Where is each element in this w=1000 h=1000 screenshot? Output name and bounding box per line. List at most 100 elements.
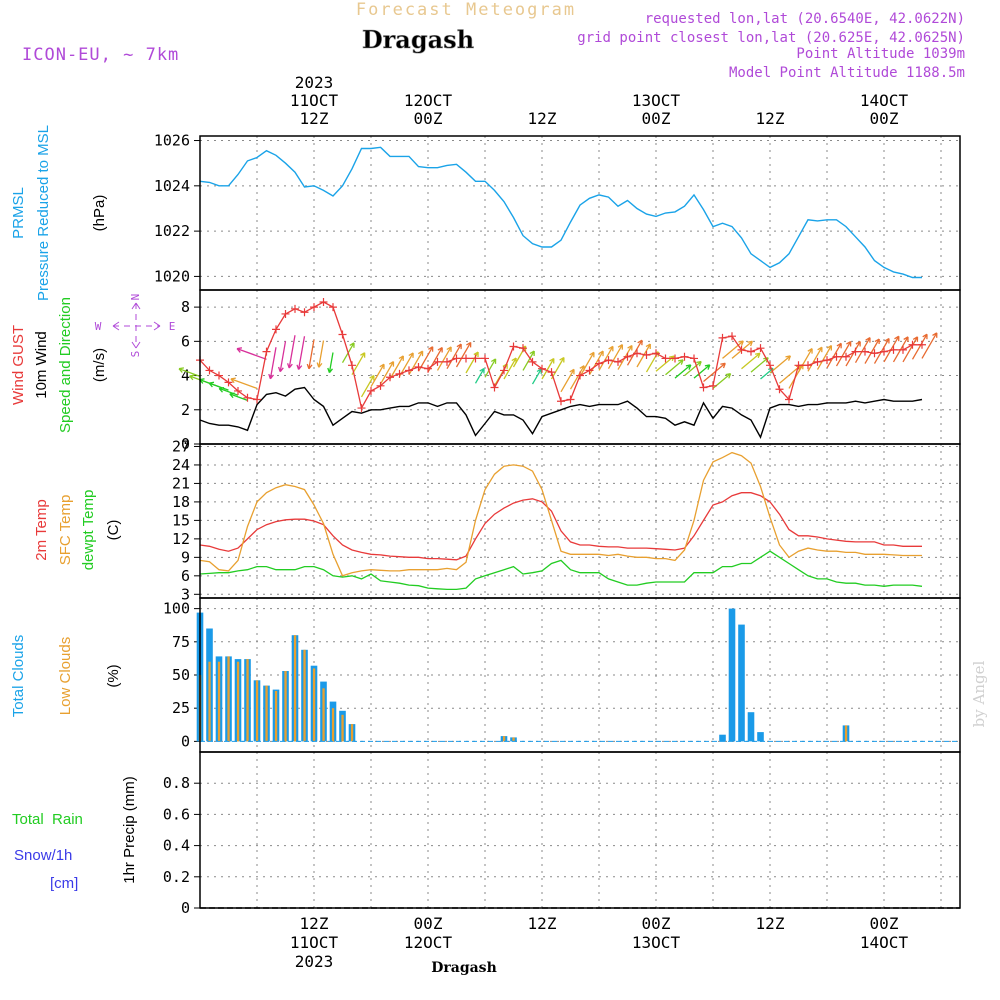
bottom-label-3-1: 13OCT — [632, 933, 681, 952]
pressure-side-labels: PRMSL Pressure Reduced to MSL (hPa) — [10, 125, 108, 301]
clouds-side-labels: Total Clouds Low Clouds (%) — [10, 635, 122, 718]
wind-arrow — [864, 338, 880, 364]
top-label-5-0: 14OCT — [860, 91, 909, 110]
wind-arrow — [541, 357, 555, 380]
gust-marker — [756, 344, 765, 353]
gust-marker — [348, 361, 356, 370]
gust-marker — [234, 386, 242, 395]
bottom-label-0-1: 11OCT — [290, 933, 339, 952]
gust-marker — [832, 352, 841, 361]
temp-tick-label-6: 21 — [172, 474, 190, 492]
precip-tick-label-1: 0.2 — [163, 868, 190, 886]
bottom-label-3-0: 00Z — [642, 914, 671, 933]
gust-marker — [224, 378, 233, 387]
wind-tick-label-2: 4 — [181, 367, 190, 385]
compass-e: E — [169, 320, 176, 333]
wind-arrow — [268, 347, 277, 380]
wind-tick-label-3: 6 — [181, 332, 190, 350]
temp-tick-label-5: 18 — [172, 493, 190, 511]
precip-tick-label-4: 0.8 — [163, 774, 190, 792]
gust-marker — [262, 347, 271, 356]
pressure-tick-label-0: 1020 — [154, 267, 190, 285]
point-altitude: Point Altitude 1039m — [796, 46, 965, 62]
gust-marker — [652, 349, 660, 358]
low-cloud-bar — [236, 661, 240, 742]
pressure-label-prmsl: PRMSL — [10, 187, 27, 239]
wind-arrow — [277, 341, 287, 373]
model-name: ICON-EU, ~ 7km — [22, 45, 179, 65]
wind-label-10m: 10m Wind — [33, 331, 50, 399]
gust-marker — [205, 366, 214, 375]
wind-arrow — [327, 352, 334, 374]
compass-s: S — [129, 351, 142, 358]
wind-arrow — [665, 359, 684, 376]
wind-arrow — [598, 345, 614, 371]
top-label-0-1: 11OCT — [290, 91, 339, 110]
gust-marker — [557, 397, 565, 406]
wind-arrow — [446, 343, 462, 370]
precip-side-labels: Total Rain Snow/1h [cm] 1hr Precip (mm) — [12, 776, 138, 892]
gust-marker — [357, 404, 366, 413]
top-label-4-0: 12Z — [756, 109, 785, 128]
wind-arrow — [550, 356, 565, 380]
gust-marker — [804, 361, 812, 370]
temp-sfc-line — [199, 451, 922, 577]
clouds-panel: 0 25 50 75 100 Total Clouds Low Clouds (%) — [10, 598, 960, 752]
temp-label-sfc: SFC Temp — [57, 495, 74, 566]
gust-marker — [462, 354, 470, 363]
requested-coords: requested lon,lat (20.6540E, 42.0622N) — [645, 11, 965, 27]
gust-marker — [614, 357, 622, 366]
gust-marker — [633, 349, 641, 358]
precip-label-cm: [cm] — [50, 875, 78, 892]
gust-marker — [509, 342, 518, 351]
gust-marker — [690, 354, 698, 363]
wind-arrow — [229, 392, 248, 402]
gust-marker — [918, 340, 926, 349]
gust-marker — [728, 332, 736, 341]
wind-arrow — [921, 332, 938, 359]
total-cloud-bar — [757, 732, 764, 742]
wind-arrow — [286, 335, 296, 369]
wind-arrow — [484, 358, 497, 378]
bottom-label-1-1: 12OCT — [404, 933, 453, 952]
wind-gust-markers — [196, 297, 926, 413]
compass-n: N — [129, 294, 142, 301]
pressure-panel: 1020 1022 1024 1026 PRMSL Pressure Reduced … — [10, 125, 960, 301]
wind-arrow — [503, 357, 517, 380]
wind-arrow — [560, 368, 575, 393]
wind-arrow — [750, 357, 769, 373]
low-cloud-bar — [303, 649, 306, 742]
gust-marker — [405, 366, 413, 375]
clouds-tick-label-3: 75 — [172, 633, 190, 651]
wind-arrow — [316, 340, 325, 368]
wind-arrow — [351, 352, 366, 376]
gust-marker — [386, 373, 394, 382]
signature: by Angel — [970, 660, 988, 727]
gust-marker — [329, 303, 337, 312]
gust-marker — [813, 357, 822, 366]
temp-tick-label-1: 6 — [181, 567, 190, 585]
gust-marker — [519, 344, 527, 353]
wind-arrow — [296, 336, 306, 370]
wind-arrow — [797, 348, 813, 373]
wind-arrow — [816, 344, 833, 370]
gust-marker — [747, 347, 755, 356]
wind-arrow — [826, 342, 842, 369]
gust-marker — [367, 386, 375, 395]
temperature-grid — [200, 444, 960, 598]
compass-arrowheads — [112, 302, 161, 349]
gust-marker — [576, 371, 584, 380]
temp-tick-label-3: 12 — [172, 530, 190, 548]
location-title: Dragash — [362, 25, 474, 54]
clouds-tick-label-0: 0 — [181, 732, 190, 750]
bottom-label-0-0: 12Z — [300, 914, 329, 933]
total-cloud-bar — [747, 712, 755, 742]
precip-panel: 0 0.2 0.4 0.6 0.8 Total Rain Snow/1h [cm] 1h… — [12, 752, 960, 917]
low-cloud-bar — [322, 688, 325, 742]
wind-tick-label-0: 0 — [181, 435, 190, 453]
gust-marker — [452, 354, 461, 363]
wind-arrow — [360, 374, 375, 398]
low-cloud-bar — [502, 736, 506, 742]
gust-marker — [376, 381, 385, 390]
